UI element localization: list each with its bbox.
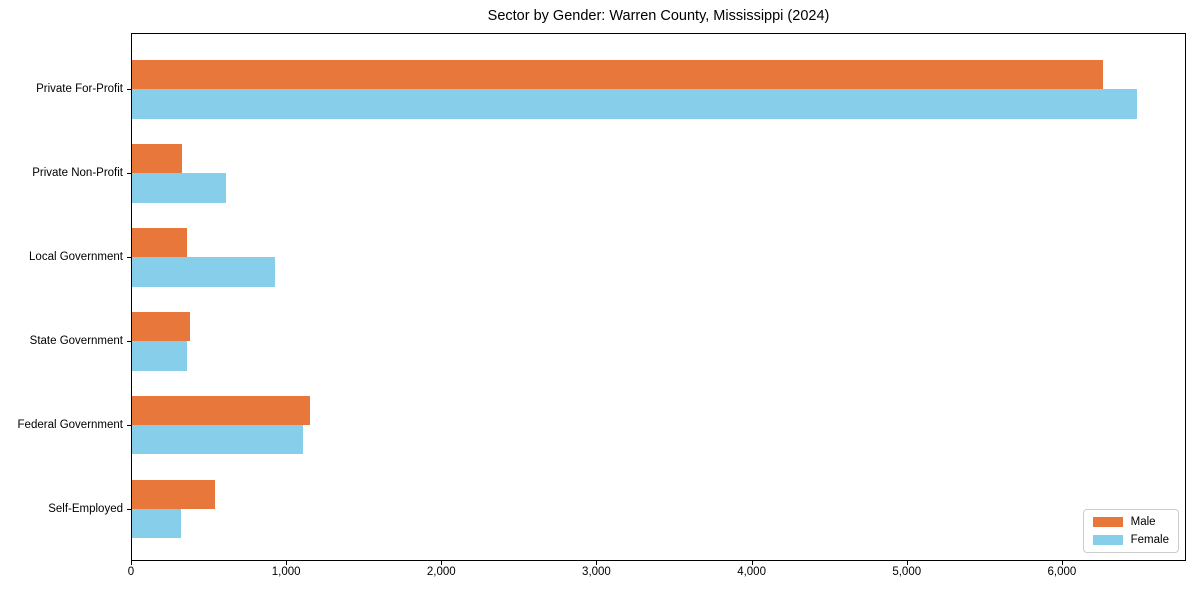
x-tick-mark [286, 561, 288, 565]
x-axis-label-2000: 2,000 [426, 566, 456, 578]
legend-swatch-female [1092, 535, 1123, 545]
bar-male-state-government [132, 311, 191, 342]
bar-female-self-employed [132, 509, 182, 539]
x-axis-label-4000: 4,000 [737, 566, 766, 578]
y-tick-mark [127, 341, 131, 343]
bar-female-state-government [132, 341, 187, 371]
x-tick-mark [1061, 561, 1063, 565]
y-tick-mark [127, 509, 131, 510]
x-tick-mark [131, 561, 132, 565]
legend-item-female: Female [1092, 534, 1169, 546]
bar-male-federal-government [132, 395, 310, 426]
y-tick-mark [127, 425, 131, 427]
y-axis-label-state-government: State Government [29, 335, 123, 348]
x-tick-mark [906, 561, 908, 565]
x-axis-label-3000: 3,000 [582, 566, 611, 578]
bar-female-local-government [132, 257, 275, 287]
bar-female-federal-government [132, 425, 304, 455]
bar-male-self-employed [132, 479, 216, 509]
y-axis-label-federal-government: Federal Government [17, 419, 123, 432]
x-axis-label-0: 0 [127, 566, 135, 578]
legend: Male Female [1082, 509, 1179, 553]
x-axis-label-5000: 5,000 [892, 566, 922, 578]
chart-title: Sector by Gender: Warren County, Mississ… [487, 8, 830, 24]
y-tick-mark [127, 173, 131, 175]
legend-item-male: Male [1092, 516, 1169, 528]
x-tick-mark [751, 561, 753, 565]
legend-swatch-male [1092, 517, 1123, 527]
legend-label-female: Female [1130, 534, 1169, 546]
y-axis-label-self-employed: Self-Employed [48, 503, 123, 515]
bar-female-private-for-profit [132, 89, 1137, 119]
bar-male-local-government [132, 227, 187, 258]
y-axis-label-private-non-profit: Private Non-Profit [32, 167, 123, 180]
y-tick-mark [127, 89, 131, 91]
x-axis-label-1000: 1,000 [271, 566, 301, 578]
plot-area: Male Female [131, 33, 1186, 561]
bar-female-private-non-profit [132, 173, 227, 203]
x-tick-mark [441, 561, 443, 565]
bar-male-private-non-profit [132, 143, 182, 174]
y-axis-label-local-government: Local Government [29, 251, 123, 264]
bar-male-private-for-profit [132, 59, 1104, 90]
y-axis-label-private-for-profit: Private For-Profit [36, 83, 123, 96]
y-tick-mark [127, 257, 131, 259]
x-tick-mark [596, 561, 598, 565]
legend-label-male: Male [1130, 516, 1156, 528]
x-axis-label-6000: 6,000 [1047, 566, 1077, 578]
